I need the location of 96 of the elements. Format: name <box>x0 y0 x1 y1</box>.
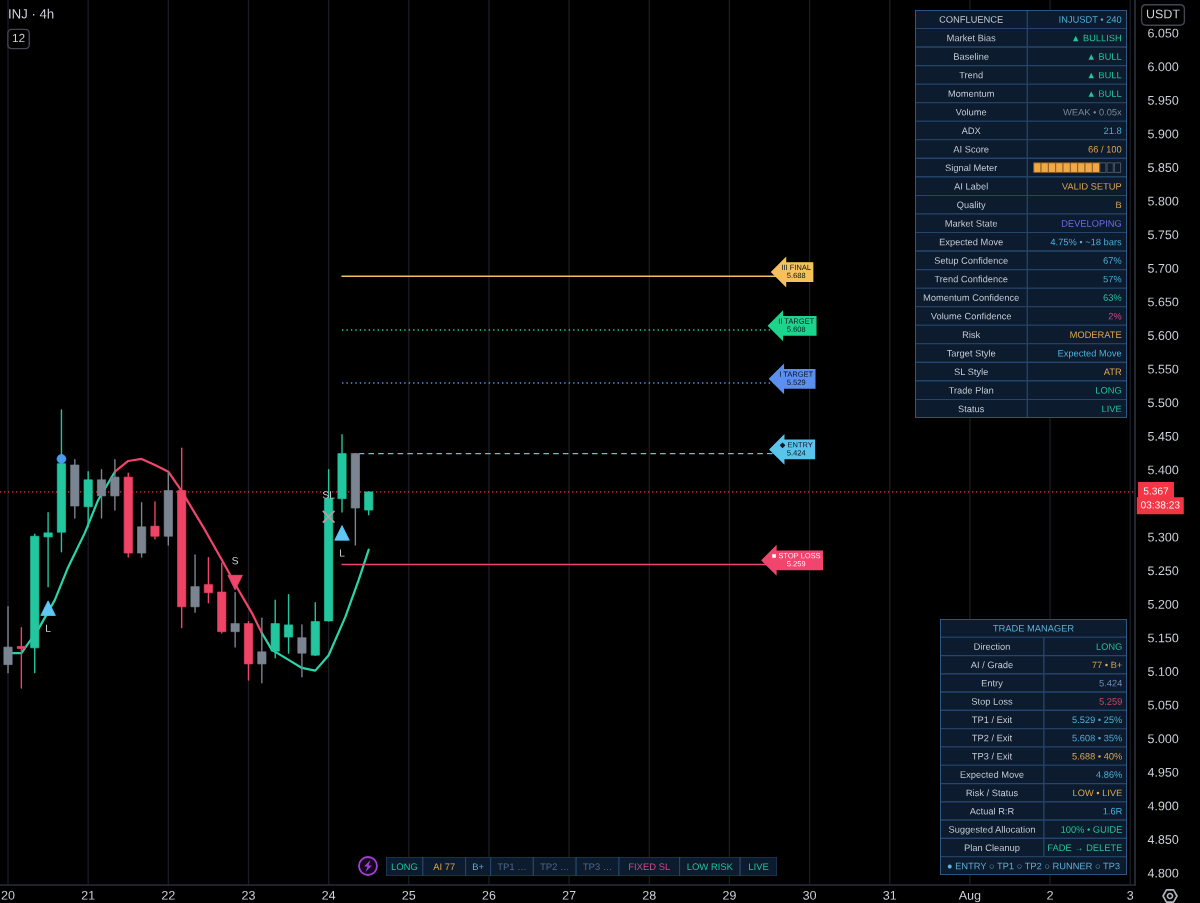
text: 100% • GUIDE <box>1061 826 1122 833</box>
annotation: TP3 … <box>583 863 611 871</box>
candlestick <box>297 624 307 678</box>
y-tick-label: 5.550 <box>1148 364 1179 374</box>
y-tick-label: 4.900 <box>1147 801 1179 811</box>
candlestick <box>230 591 240 648</box>
y-tick-label: 6.050 <box>1148 28 1179 38</box>
x-tick-label: 21 <box>81 890 95 900</box>
candlestick <box>190 554 200 613</box>
category-label: Plan Cleanup <box>964 844 1020 853</box>
y-tick-label: 5.050 <box>1148 700 1179 710</box>
x-tick-label: 3 <box>1127 890 1134 900</box>
annotation: TP2 … <box>540 863 569 870</box>
text: INJ · 4h <box>9 8 54 19</box>
y-axis-title: USDT <box>1146 9 1180 19</box>
x-tick-label: Aug <box>958 891 981 903</box>
annotation: B+ <box>472 863 484 870</box>
candlestick <box>43 512 53 588</box>
category-label: Direction <box>974 643 1010 650</box>
category-label: AI / Grade <box>970 661 1013 669</box>
candlestick <box>284 594 294 654</box>
text: LONG <box>391 863 418 871</box>
candlestick <box>150 501 160 540</box>
annotation: S <box>232 557 239 565</box>
text: LOW • LIVE <box>1073 789 1122 797</box>
annotation: ● ENTRY ○ TP1 ○ TP2 ○ RUNNER ○ TP3 <box>947 862 1120 870</box>
annotation: AI 77 <box>433 863 455 870</box>
x-tick-label: 28 <box>642 890 656 900</box>
category-label: Expected Move <box>960 771 1024 780</box>
x-tick-label: 22 <box>162 890 175 900</box>
x-tick-label: 25 <box>402 890 416 900</box>
text: LONG <box>1096 643 1122 650</box>
y-tick-label: 5.900 <box>1148 129 1179 139</box>
category-label: Suggested Allocation <box>948 825 1035 835</box>
annotation: 03:38:23 <box>1140 501 1180 509</box>
category-label: TP1 / Exit <box>972 716 1013 724</box>
candlestick <box>364 491 374 516</box>
text: FADE → DELETE <box>1048 844 1122 851</box>
category-label: Entry <box>981 679 1003 689</box>
y-tick-label: 5.500 <box>1148 398 1179 408</box>
annotation: L <box>46 624 51 632</box>
category-label: Risk / Status <box>966 789 1018 797</box>
annotation: FIXED SL <box>629 863 670 871</box>
text: 5.688 • 40% <box>1072 753 1122 760</box>
x-tick-label: 30 <box>803 890 817 900</box>
annotation: LOW RISK <box>687 863 733 871</box>
x-tick-label: 31 <box>883 890 897 900</box>
annotation: L <box>339 549 345 557</box>
y-tick-label: 5.000 <box>1148 734 1179 744</box>
text: 77 • B+ <box>1092 661 1122 669</box>
text: 5.424 <box>1099 679 1123 687</box>
y-tick-label: 5.400 <box>1148 465 1179 475</box>
y-tick-label: 4.850 <box>1147 835 1179 844</box>
y-tick-label: 5.750 <box>1148 230 1179 240</box>
category-label: TP3 / Exit <box>972 752 1013 760</box>
candlestick <box>16 626 26 689</box>
y-tick-label: 5.250 <box>1148 566 1179 576</box>
text: LIVE <box>749 863 769 870</box>
x-tick-label: 29 <box>723 890 736 900</box>
text: 5.259 <box>1099 698 1122 705</box>
y-tick-label: 5.650 <box>1148 297 1179 307</box>
candlestick <box>257 617 267 684</box>
category-label: TP2 / Exit <box>972 734 1013 742</box>
candlestick <box>3 606 13 674</box>
annotation: 12 <box>12 33 25 43</box>
y-tick-label: 4.800 <box>1147 868 1179 878</box>
x-tick-label: 24 <box>322 890 336 900</box>
text: TRADE MANAGER <box>993 625 1074 632</box>
candlestick <box>97 469 107 519</box>
y-tick-label: 5.800 <box>1148 196 1179 206</box>
text: 5.608 • 35% <box>1072 734 1122 742</box>
y-tick-label: 5.600 <box>1148 331 1179 340</box>
candlestick <box>110 458 120 511</box>
category-label: Actual R:R <box>969 807 1014 815</box>
candlestick <box>203 557 213 604</box>
y-tick-label: 5.200 <box>1148 599 1179 609</box>
y-tick-label: 4.950 <box>1147 767 1179 777</box>
annotation: TP1 … <box>497 863 526 870</box>
y-tick-label: 5.100 <box>1148 667 1179 676</box>
y-tick-label: 5.150 <box>1148 633 1179 643</box>
y-tick-label: 5.950 <box>1148 95 1179 105</box>
x-tick-label: 20 <box>1 890 15 900</box>
x-tick-label: 23 <box>242 890 255 900</box>
y-tick-label: 5.700 <box>1148 263 1179 273</box>
category-label: Stop Loss <box>971 698 1013 707</box>
text: 1.6R <box>1103 807 1122 815</box>
x-tick-label: 26 <box>482 890 496 900</box>
x-tick-label: 27 <box>562 890 576 900</box>
y-tick-label: 5.300 <box>1148 532 1179 542</box>
ref-line-label: 5.367 <box>1143 487 1169 495</box>
y-tick-label: 6.000 <box>1148 62 1179 72</box>
x-tick-label: 2 <box>1047 890 1053 900</box>
y-tick-label: 5.850 <box>1148 163 1179 172</box>
y-tick-label: 5.450 <box>1148 431 1179 441</box>
text: 5.529 • 25% <box>1072 716 1122 724</box>
text: 4.86% <box>1096 771 1122 778</box>
